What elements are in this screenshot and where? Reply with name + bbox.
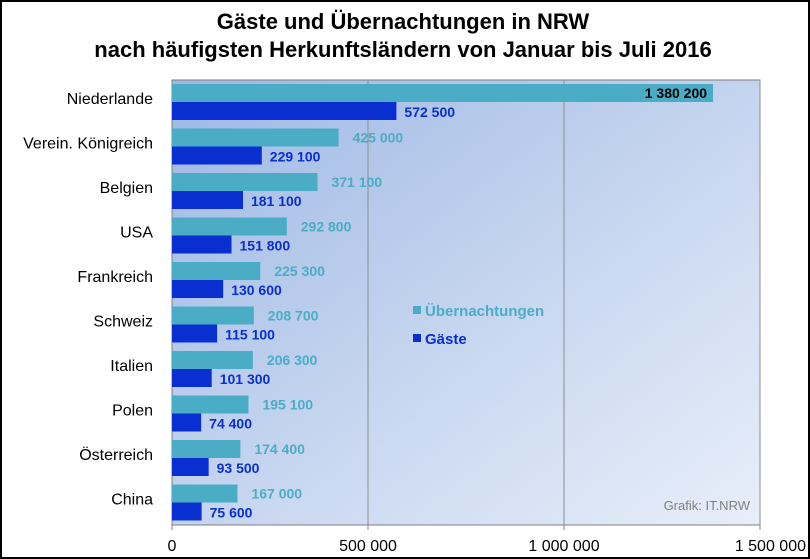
data-label-uebernachtungen: 1 380 200 (645, 85, 707, 101)
source-credit: Grafik: IT.NRW (664, 498, 751, 513)
bar-uebernachtungen (172, 395, 249, 414)
data-label-uebernachtungen: 371 100 (331, 174, 382, 190)
title-line-1: Gäste und Übernachtungen in NRW (216, 9, 590, 34)
legend-swatch-gaeste (413, 334, 421, 342)
data-label-uebernachtungen: 195 100 (262, 397, 313, 413)
bar-uebernachtungen (172, 484, 238, 503)
data-label-uebernachtungen: 208 700 (268, 308, 319, 324)
category-label: Polen (112, 403, 153, 420)
category-label: Niederlande (67, 91, 153, 108)
bar-gaeste (172, 502, 202, 521)
bar-gaeste (172, 146, 262, 165)
legend-label-uebernachtungen: Übernachtungen (425, 303, 544, 320)
category-label: Italien (110, 358, 153, 375)
bar-gaeste (172, 280, 224, 298)
bar-gaeste (172, 102, 397, 120)
bar-uebernachtungen (172, 351, 253, 369)
x-tick-label: 1 000 000 (528, 538, 599, 555)
data-label-gaeste: 181 100 (251, 193, 302, 209)
x-tick-label: 1 500 000 (735, 538, 806, 555)
legend-label-gaeste: Gäste (425, 331, 467, 348)
bar-uebernachtungen (172, 262, 261, 280)
bar-uebernachtungen (172, 306, 254, 325)
bar-gaeste (172, 458, 209, 476)
data-label-uebernachtungen: 174 400 (254, 441, 305, 457)
category-label: USA (120, 225, 153, 242)
data-label-gaeste: 229 100 (270, 149, 321, 165)
bar-gaeste (172, 191, 243, 209)
category-label: Frankreich (77, 269, 153, 286)
bar-uebernachtungen (172, 217, 287, 236)
x-tick-label: 500 000 (339, 538, 397, 555)
legend-swatch-uebernachtungen (413, 306, 421, 314)
category-label: Belgien (100, 180, 153, 197)
title-line-2: nach häufigsten Herkunftsländern von Jan… (94, 37, 712, 62)
chart-title: Gäste und Übernachtungen in NRW nach häu… (0, 8, 806, 64)
data-label-uebernachtungen: 425 000 (353, 130, 404, 146)
bar-gaeste (172, 235, 232, 254)
data-label-gaeste: 130 600 (231, 282, 282, 298)
bar-gaeste (172, 413, 202, 432)
data-label-uebernachtungen: 225 300 (274, 263, 325, 279)
data-label-gaeste: 115 100 (225, 327, 275, 343)
plot-area (171, 79, 761, 526)
bar-uebernachtungen (172, 128, 339, 147)
bar-gaeste (172, 369, 212, 387)
data-label-uebernachtungen: 292 800 (301, 219, 352, 235)
category-label: Schweiz (93, 314, 153, 331)
data-label-gaeste: 75 600 (210, 505, 253, 521)
category-label: Österreich (79, 446, 153, 464)
data-label-gaeste: 572 500 (404, 104, 455, 120)
bar-uebernachtungen (172, 173, 318, 191)
data-label-gaeste: 74 400 (209, 416, 252, 432)
data-label-gaeste: 151 800 (240, 238, 291, 254)
data-label-uebernachtungen: 167 000 (251, 486, 302, 502)
category-label: Verein. Königreich (23, 136, 153, 153)
bar-uebernachtungen (172, 84, 714, 102)
category-label: China (111, 492, 153, 509)
data-label-gaeste: 93 500 (217, 460, 260, 476)
data-label-gaeste: 101 300 (220, 371, 271, 387)
data-label-uebernachtungen: 206 300 (267, 352, 318, 368)
x-tick-label: 0 (168, 538, 177, 555)
bar-gaeste (172, 324, 218, 343)
bar-uebernachtungen (172, 440, 241, 458)
